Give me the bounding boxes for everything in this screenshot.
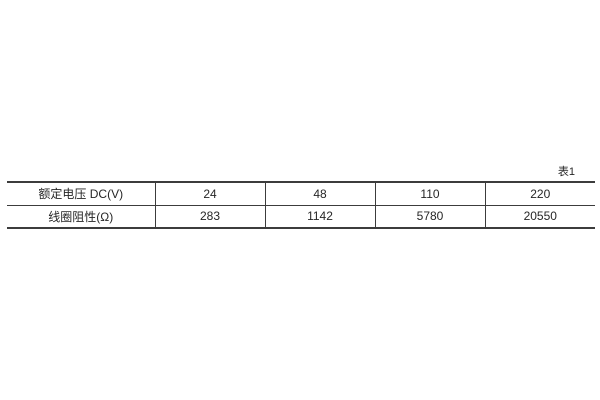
coil-resistance-value-cell: 283 <box>154 205 265 228</box>
table-row-rated-voltage: 额定电压 DC(V) 24 48 110 220 <box>7 182 595 206</box>
coil-resistance-value-cell: 5780 <box>374 205 485 228</box>
rated-voltage-value-cell: 24 <box>154 182 265 206</box>
rated-voltage-value-cell: 110 <box>374 182 485 206</box>
rated-voltage-value-cell: 220 <box>484 182 595 206</box>
coil-resistance-label-cell: 线圈阻性(Ω) <box>48 209 114 224</box>
coil-resistance-value-cell: 1142 <box>264 205 375 228</box>
spec-table-block: 表1 额定电压 DC(V) 24 48 110 220 线圈阻性(Ω) 283 … <box>7 166 595 229</box>
coil-resistance-value-cell: 20550 <box>484 205 595 228</box>
rated-voltage-label-cell: 额定电压 DC(V) <box>7 182 155 206</box>
rated-voltage-value-cell: 48 <box>264 182 375 206</box>
spec-table: 额定电压 DC(V) 24 48 110 220 线圈阻性(Ω) 283 114… <box>7 181 595 229</box>
table-caption: 表1 <box>557 166 575 178</box>
table-row-coil-resistance: 线圈阻性(Ω) 283 1142 5780 20550 <box>7 205 595 228</box>
